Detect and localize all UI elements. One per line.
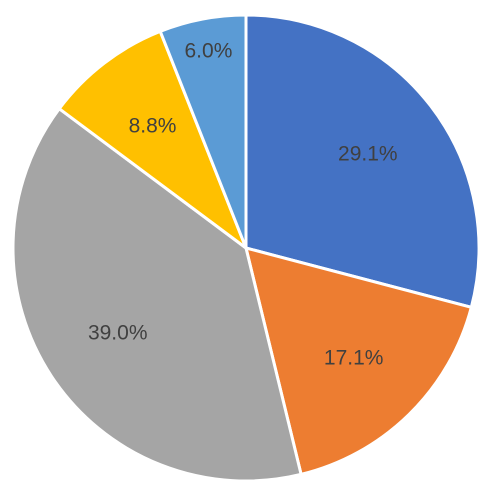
data-label-0: 29.1% bbox=[338, 143, 398, 166]
pie-slice-0 bbox=[244, 13, 481, 309]
data-label-1: 17.1% bbox=[324, 346, 384, 369]
pie-slice-2 bbox=[11, 107, 303, 483]
pie-slice-4 bbox=[158, 13, 248, 250]
data-label-2: 39.0% bbox=[88, 321, 148, 344]
pie-slices bbox=[11, 13, 481, 483]
data-label-3: 8.8% bbox=[129, 114, 177, 137]
pie-data-labels: 29.1% 17.1% 39.0% 8.8% 6.0% bbox=[88, 40, 398, 370]
pie-slice-3 bbox=[57, 29, 248, 250]
data-label-4: 6.0% bbox=[185, 40, 233, 63]
pie-slice-1 bbox=[244, 246, 473, 476]
